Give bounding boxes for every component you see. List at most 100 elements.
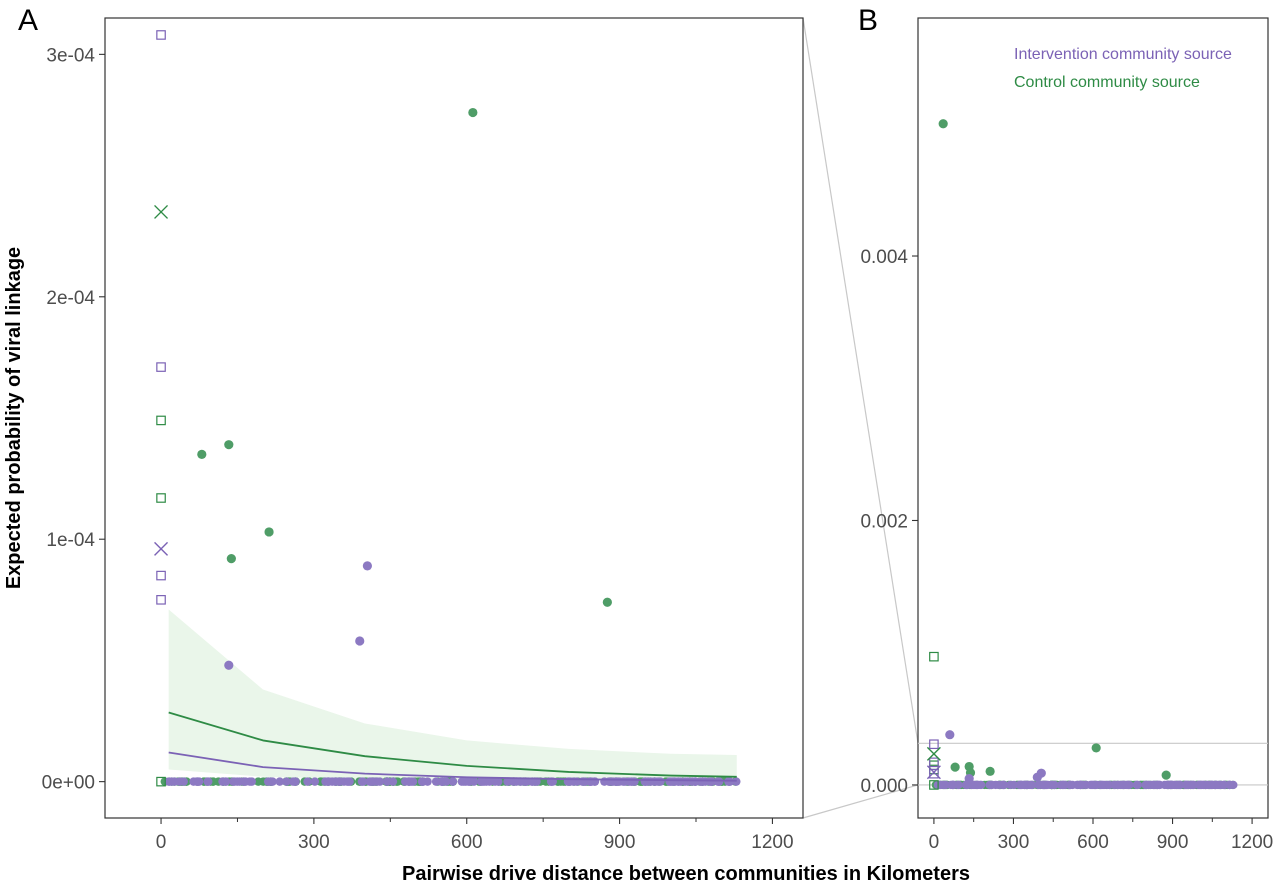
panel-a-intervention-baseline-point [653,777,663,786]
panel-a-plot-area: 0 300 600 900 1200 0e+00 1e-04 2e-04 3e-04 [42,30,794,853]
panel-b-x-tick-label: 1200 [1231,832,1273,853]
panel-b-x-tick-label: 300 [998,832,1030,853]
panel-b-intervention-baseline-point [1153,780,1163,790]
panel-b-intervention-square-marker [929,739,939,750]
panel-a-x-tick-label: 900 [604,832,636,853]
panel-b-intervention-cross-marker [926,765,941,780]
panel-a-y-tick-label: 3e-04 [46,45,95,66]
panel-b-control-point [938,119,948,129]
panel-a-intervention-trend-line [168,751,737,782]
panel-a-intervention-baseline-point [324,777,334,786]
panel-a-intervention-baseline-point [230,777,239,786]
panel-a-control-square-marker [156,493,166,503]
panel-a-intervention-baseline-point [375,777,385,786]
panel-b-intervention-point [1032,772,1042,782]
panel-a-intervention-baseline-point [715,777,724,786]
panel-b-control-square-marker [929,780,939,790]
panel-a-intervention-baseline-point [732,777,741,786]
panel-a-y-tick-label: 0e+00 [42,773,95,794]
zoom-connector-lines [802,17,919,819]
panel-b-intervention-baseline-point [1181,780,1191,790]
panel-b-letter: B [858,4,878,37]
panel-a-intervention-baseline-point [469,777,479,786]
panel-b-x-tick-label: 600 [1077,832,1109,853]
panel-a-intervention-baseline-point [388,777,398,786]
panel-a-intervention-square-marker [156,595,166,605]
panel-a-intervention-baseline-point [405,777,414,786]
panel-b-intervention-baseline-point [1017,780,1026,790]
panel-a-intervention-baseline-point [331,777,340,786]
panel-a-control-baseline-point [254,777,263,786]
panel-a-intervention-point [362,561,372,571]
panel-a-control-point [468,107,478,118]
panel-b-intervention-baseline-point [935,780,944,790]
panel-b-intervention-square-marker [929,757,939,768]
panel-a-intervention-baseline-point [203,777,212,786]
panel-a-control-square-marker [156,415,166,426]
panel-b-intervention-baseline-point [1078,780,1087,790]
panel-a-y-tick-label: 2e-04 [46,288,95,309]
panel-b-x-tick-label: 0 [929,832,940,853]
panel-a-control-point [197,449,207,459]
panel-a-intervention-baseline-point [512,777,521,786]
panel-a-intervention-point [355,636,365,646]
panel-a-intervention-baseline-point [310,777,320,786]
panel-a-x-tick-label: 300 [298,832,330,853]
panel-a-intervention-baseline-point [357,777,367,786]
panel-b-intervention-baseline-point [1142,780,1151,790]
panel-b-control-square-marker [929,651,939,662]
panel-a-x-tick-label: 0 [156,832,167,853]
panel-a-intervention-baseline-point [241,777,250,786]
panel-b-intervention-baseline-point [1163,780,1172,790]
panel-b-intervention-baseline-point [1188,780,1197,790]
panel-a-intervention-baseline-point [194,777,203,786]
panel-a-intervention-baseline-point [442,777,451,786]
y-axis-title: Expected probability of viral linkage [3,247,25,589]
panel-a-intervention-baseline-point [448,777,458,786]
panel-a-control-point [264,527,274,537]
panel-a-control-square-marker [156,776,166,787]
panel-a-intervention-baseline-point [303,777,312,786]
panel-b-y-tick-label: 0.002 [860,511,908,532]
zoom-connector-top [802,17,919,744]
panel-b-intervention-baseline-point [1050,780,1059,790]
panel-a-intervention-baseline-point [478,777,487,786]
x-axis-title: Pairwise drive distance between communit… [402,863,970,885]
panel-a-intervention-square-marker [156,570,166,581]
panel-a-intervention-baseline-point [687,777,697,786]
panel-a-x-tick-label: 600 [451,832,483,853]
panel-a-intervention-baseline-point [167,777,176,786]
panel-b-control-cross-marker [926,746,941,761]
panel-a-intervention-baseline-point [282,777,291,786]
panel-b-intervention-square-marker [929,768,939,779]
panel-b-intervention-baseline-point [1027,780,1037,790]
panel-b: B 0 300 600 900 1200 0.000 0.002 0.004 Interven… [858,4,1273,853]
panel-b-intervention-baseline-point [1206,780,1215,790]
panel-a-intervention-point [224,660,234,670]
panel-b-intervention-baseline-point [976,780,986,790]
panel-b-intervention-baseline-point [1058,780,1068,790]
panel-a-intervention-baseline-point [503,777,512,786]
panel-a-control-point [602,597,612,607]
panel-b-intervention-baseline-point [1173,780,1182,790]
panel-b-control-point [1161,770,1171,780]
panel-b-frame [917,17,1269,819]
panel-a-intervention-baseline-point [624,777,634,786]
panel-a-control-cross-marker [154,204,169,219]
panel-b-intervention-baseline-point [1122,780,1132,790]
panel-b-intervention-baseline-point [1043,780,1053,790]
panel-b-intervention-point [964,773,974,784]
panel-b-intervention-baseline-point [1009,780,1019,790]
panel-b-intervention-baseline-point [1225,780,1234,790]
panel-a-intervention-baseline-point [247,777,256,786]
panel-b-y-tick-label: 0.004 [860,247,908,268]
panel-a-intervention-baseline-point [490,777,500,786]
panel-a-intervention-baseline-point [707,777,716,786]
panel-b-intervention-baseline-point [1066,780,1075,790]
panel-a-intervention-baseline-point [418,777,428,786]
panel-a-intervention-baseline-point [527,777,537,786]
panel-b-plot-area: 0 300 600 900 1200 0.000 0.002 0.004 [860,119,1273,853]
panel-a-intervention-square-marker [156,362,166,372]
panel-b-intervention-baseline-point [949,780,958,790]
